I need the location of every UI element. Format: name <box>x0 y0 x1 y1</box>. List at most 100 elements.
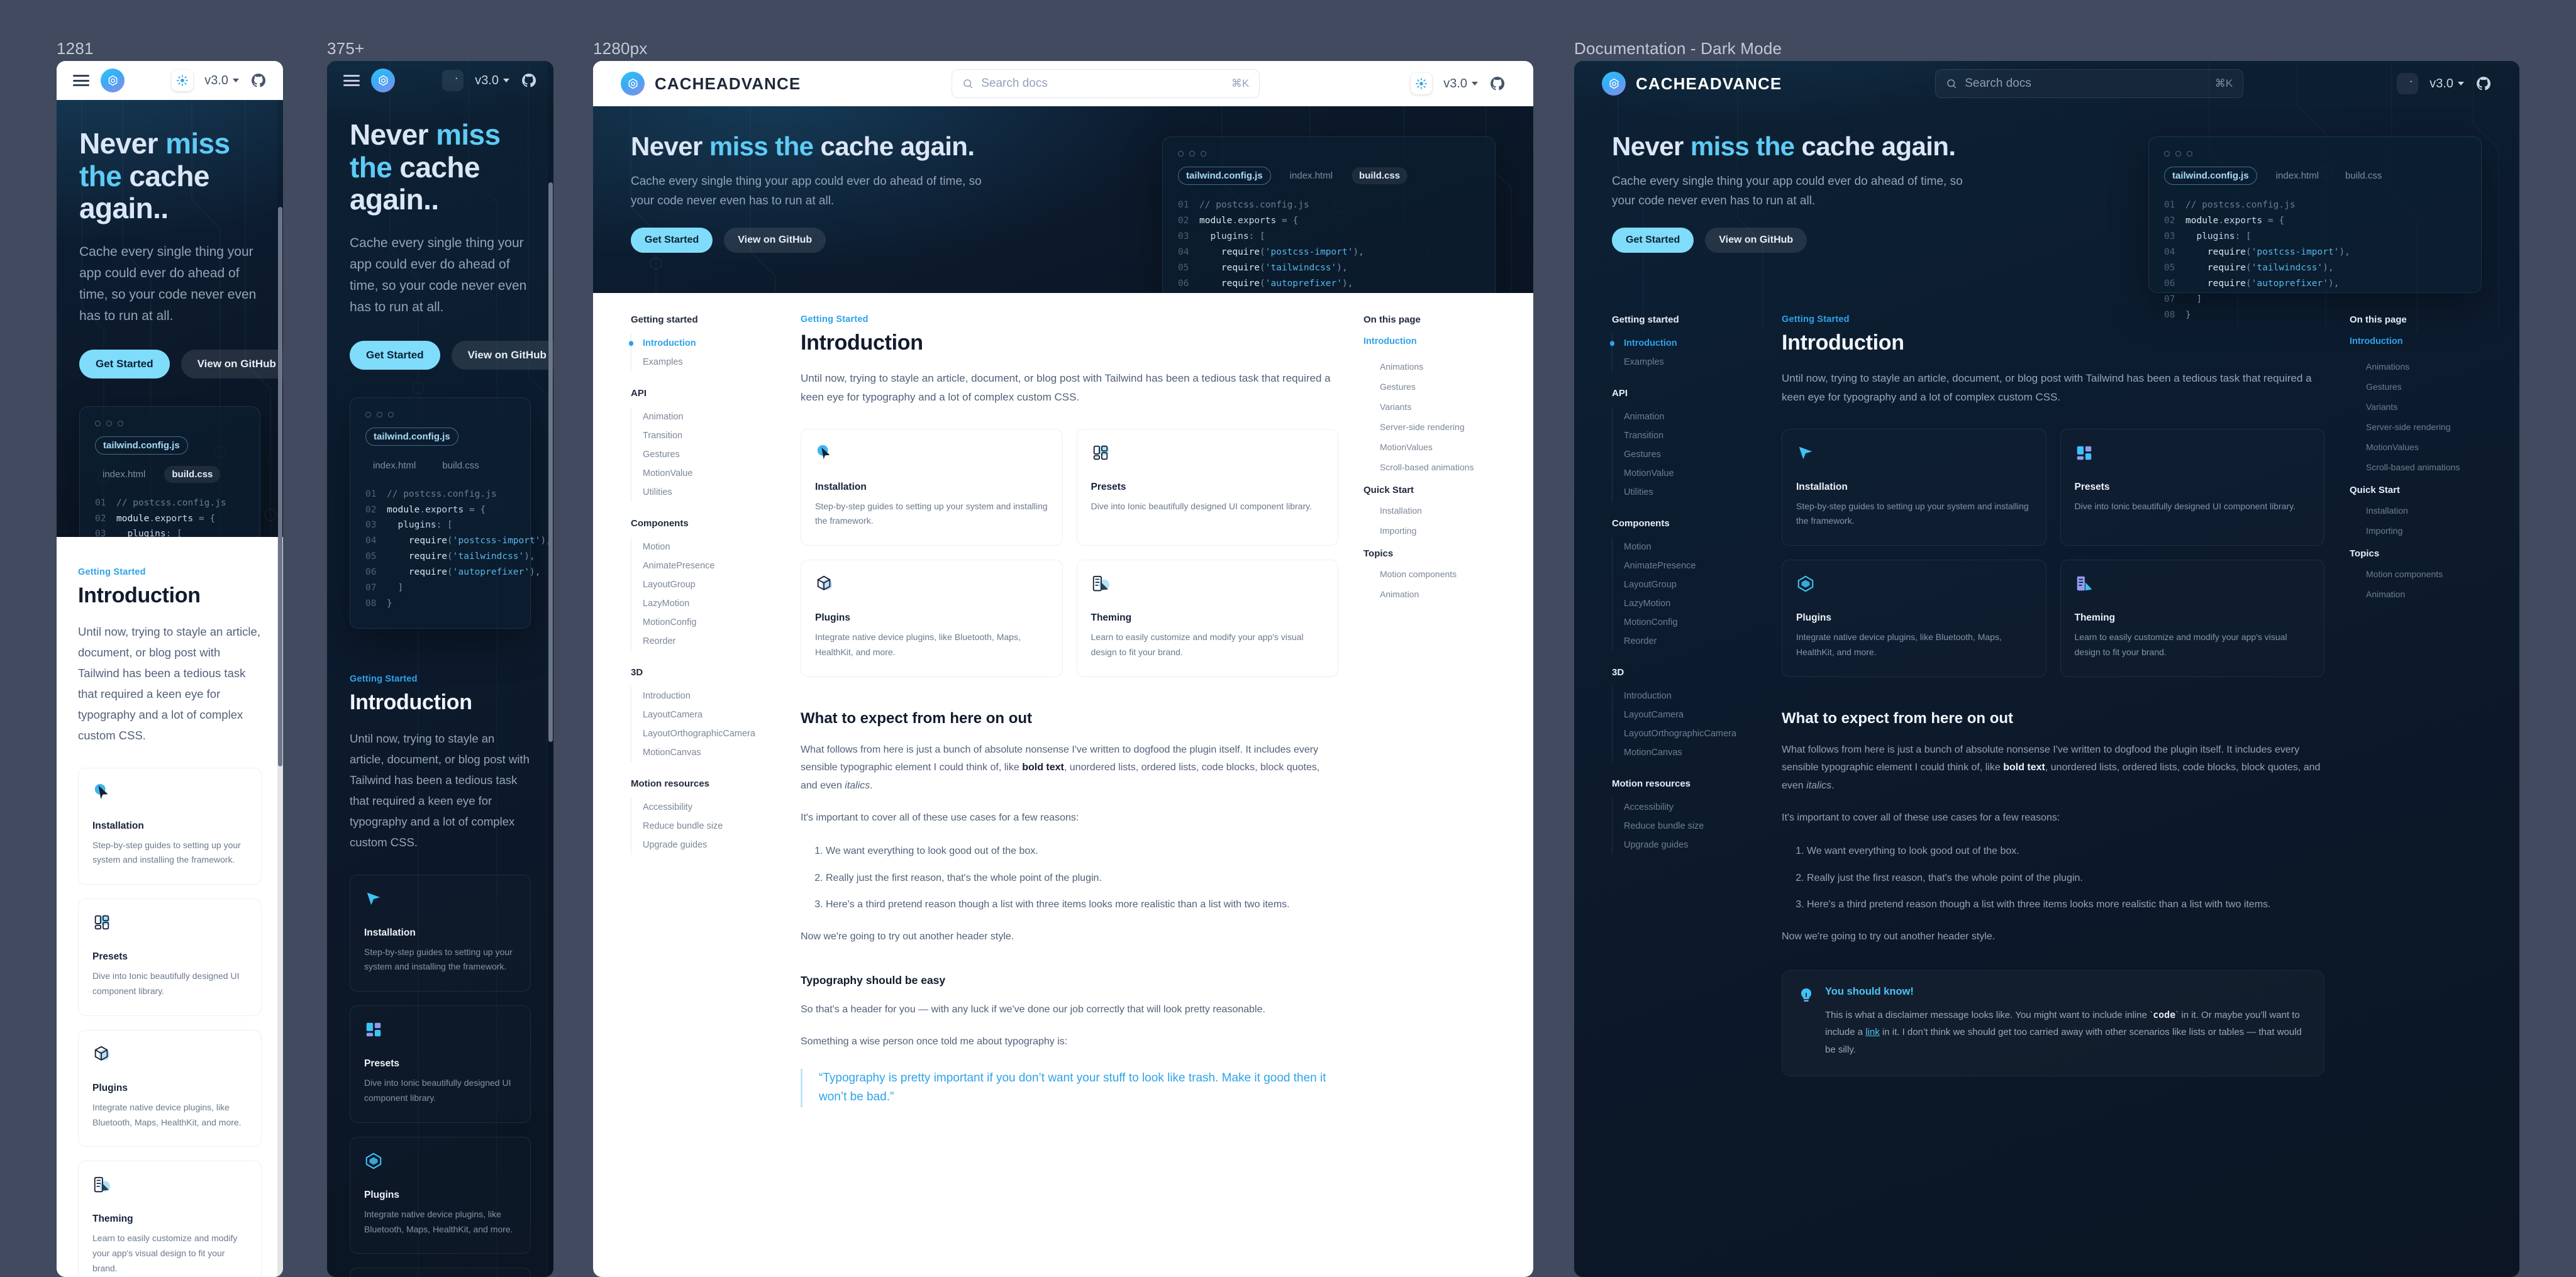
code-tab-build[interactable]: build.css <box>2345 170 2382 181</box>
sidebar-item-3d-introduction[interactable]: Introduction <box>643 691 691 701</box>
moon-icon[interactable] <box>2397 73 2419 94</box>
get-started-button[interactable]: Get Started <box>79 349 170 379</box>
get-started-button[interactable]: Get Started <box>1612 227 1694 253</box>
code-tab-index[interactable]: index.html <box>2275 170 2319 181</box>
toc-item-motion-components[interactable]: Motion components <box>2366 569 2443 579</box>
callout-link[interactable]: link <box>1865 1027 1880 1038</box>
sidebar-item-examples[interactable]: Examples <box>643 357 683 367</box>
github-icon[interactable] <box>1489 75 1506 92</box>
sidebar-item-animation[interactable]: Animation <box>643 412 684 422</box>
sidebar-item-layoutcamera[interactable]: LayoutCamera <box>1624 710 1684 720</box>
hamburger-menu-icon[interactable] <box>343 75 360 86</box>
sidebar-item-motion[interactable]: Motion <box>1624 542 1652 552</box>
toc-item-motionvalues[interactable]: MotionValues <box>1380 442 1433 452</box>
sidebar-item-motion[interactable]: Motion <box>643 542 670 552</box>
sidebar-item-transition[interactable]: Transition <box>1624 431 1664 441</box>
toc-item-introduction[interactable]: Introduction <box>2350 336 2403 346</box>
view-on-github-button[interactable]: View on GitHub <box>180 349 283 379</box>
sidebar-item-animatepresence[interactable]: AnimatePresence <box>643 561 715 571</box>
sidebar-item-motionconfig[interactable]: MotionConfig <box>643 617 697 627</box>
feature-card-presets[interactable]: Presets Dive into Ionic beautifully desi… <box>2060 428 2324 546</box>
sidebar-item-introduction[interactable]: Introduction <box>1613 334 1757 353</box>
version-selector[interactable]: v3.0 <box>204 74 239 88</box>
feature-card-installation[interactable]: Installation Step-by-step guides to sett… <box>350 874 531 992</box>
code-tab-tailwind[interactable]: tailwind.config.js <box>95 436 188 455</box>
feature-card-presets[interactable]: Presets Dive into Ionic beautifully desi… <box>78 898 262 1016</box>
get-started-button[interactable]: Get Started <box>350 340 440 370</box>
sidebar-item-accessibility[interactable]: Accessibility <box>1624 802 1674 812</box>
sun-icon[interactable] <box>1411 73 1433 94</box>
search-input[interactable]: Search docs ⌘K <box>952 69 1260 98</box>
feature-card-plugins[interactable]: Plugins Integrate native device plugins,… <box>1782 560 2046 677</box>
sidebar-item-motionvalue[interactable]: MotionValue <box>1624 468 1674 478</box>
toc-item-gestures[interactable]: Gestures <box>1380 382 1416 392</box>
sidebar-item-layoutgroup[interactable]: LayoutGroup <box>1624 580 1677 590</box>
cube-hexagon-icon[interactable] <box>101 69 125 92</box>
sidebar-item-layoutorthographiccamera[interactable]: LayoutOrthographicCamera <box>643 729 755 739</box>
hamburger-menu-icon[interactable] <box>73 75 89 86</box>
feature-card-presets[interactable]: Presets Dive into Ionic beautifully desi… <box>1076 428 1338 546</box>
sidebar-item-introduction[interactable]: Introduction <box>631 334 775 353</box>
code-tab-build[interactable]: build.css <box>1352 167 1408 184</box>
toc-item-importing[interactable]: Importing <box>2366 526 2403 536</box>
toc-item-installation[interactable]: Installation <box>1380 506 1422 516</box>
sidebar-item-upgrade-guides[interactable]: Upgrade guides <box>643 840 708 850</box>
feature-card-installation[interactable]: Installation Step-by-step guides to sett… <box>801 428 1063 546</box>
code-tab-index[interactable]: index.html <box>103 468 146 480</box>
toc-item-gestures[interactable]: Gestures <box>2366 382 2402 392</box>
toc-item-scroll-based-animations[interactable]: Scroll-based animations <box>1380 462 1474 472</box>
brand-logo[interactable]: CACHEADVANCE <box>621 72 801 96</box>
toc-item-motion-components[interactable]: Motion components <box>1380 569 1457 579</box>
sidebar-item-gestures[interactable]: Gestures <box>643 450 680 460</box>
toc-item-animations[interactable]: Animations <box>1380 362 1424 372</box>
search-input[interactable]: Search docs ⌘K <box>1935 69 2244 98</box>
sidebar-item-gestures[interactable]: Gestures <box>1624 450 1661 460</box>
sidebar-item-upgrade-guides[interactable]: Upgrade guides <box>1624 840 1689 850</box>
toc-item-installation[interactable]: Installation <box>2366 506 2408 516</box>
sidebar-item-layoutgroup[interactable]: LayoutGroup <box>643 580 696 590</box>
toc-item-variants[interactable]: Variants <box>1380 402 1412 412</box>
sidebar-item-animatepresence[interactable]: AnimatePresence <box>1624 561 1696 571</box>
moon-icon[interactable] <box>442 70 464 91</box>
sidebar-item-layoutorthographiccamera[interactable]: LayoutOrthographicCamera <box>1624 729 1736 739</box>
sidebar-item-lazymotion[interactable]: LazyMotion <box>643 599 690 609</box>
sidebar-item-accessibility[interactable]: Accessibility <box>643 802 692 812</box>
scrollbar-1[interactable] <box>277 61 283 1277</box>
sidebar-item-motioncanvas[interactable]: MotionCanvas <box>1624 748 1682 758</box>
code-tab-build[interactable]: build.css <box>442 460 479 471</box>
code-tab-tailwind[interactable]: tailwind.config.js <box>365 427 458 446</box>
toc-item-motionvalues[interactable]: MotionValues <box>2366 442 2419 452</box>
toc-item-scroll-based-animations[interactable]: Scroll-based animations <box>2366 462 2460 472</box>
sidebar-item-utilities[interactable]: Utilities <box>643 487 672 497</box>
toc-item-animation[interactable]: Animation <box>2366 589 2406 599</box>
sidebar-item-3d-introduction[interactable]: Introduction <box>1624 691 1672 701</box>
feature-card-installation[interactable]: Installation Step-by-step guides to sett… <box>78 767 262 885</box>
sidebar-item-motionvalue[interactable]: MotionValue <box>643 468 693 478</box>
view-on-github-button[interactable]: View on GitHub <box>1705 227 1807 253</box>
version-selector[interactable]: v3.0 <box>2429 77 2465 91</box>
feature-card-presets[interactable]: Presets Dive into Ionic beautifully desi… <box>350 1005 531 1123</box>
sidebar-item-reorder[interactable]: Reorder <box>643 636 676 646</box>
cube-hexagon-icon[interactable] <box>371 69 395 92</box>
feature-card-theming[interactable]: Theming Learn to easily customize and mo… <box>78 1161 262 1277</box>
code-tab-index[interactable]: index.html <box>1289 170 1333 181</box>
feature-card-plugins[interactable]: Plugins Integrate native device plugins,… <box>801 560 1063 677</box>
feature-card-installation[interactable]: Installation Step-by-step guides to sett… <box>1782 428 2046 546</box>
sidebar-item-reorder[interactable]: Reorder <box>1624 636 1657 646</box>
toc-item-animations[interactable]: Animations <box>2366 362 2410 372</box>
get-started-button[interactable]: Get Started <box>631 227 713 253</box>
version-selector[interactable]: v3.0 <box>475 74 509 88</box>
code-tab-index[interactable]: index.html <box>373 460 416 471</box>
sidebar-item-layoutcamera[interactable]: LayoutCamera <box>643 710 703 720</box>
code-tab-tailwind[interactable]: tailwind.config.js <box>1178 167 1271 185</box>
github-icon[interactable] <box>521 72 537 89</box>
toc-item-animation[interactable]: Animation <box>1380 589 1419 599</box>
toc-item-server-side-rendering[interactable]: Server-side rendering <box>1380 422 1465 432</box>
sidebar-item-lazymotion[interactable]: LazyMotion <box>1624 599 1671 609</box>
scrollbar-2[interactable] <box>548 61 553 1277</box>
toc-item-server-side-rendering[interactable]: Server-side rendering <box>2366 422 2451 432</box>
view-on-github-button[interactable]: View on GitHub <box>451 340 553 370</box>
sidebar-item-reduce-bundle-size[interactable]: Reduce bundle size <box>643 821 723 831</box>
feature-card-theming[interactable]: Theming Learn to easily customize and mo… <box>1076 560 1338 677</box>
feature-card-theming[interactable]: Theming Learn to easily customize and mo… <box>350 1268 531 1277</box>
